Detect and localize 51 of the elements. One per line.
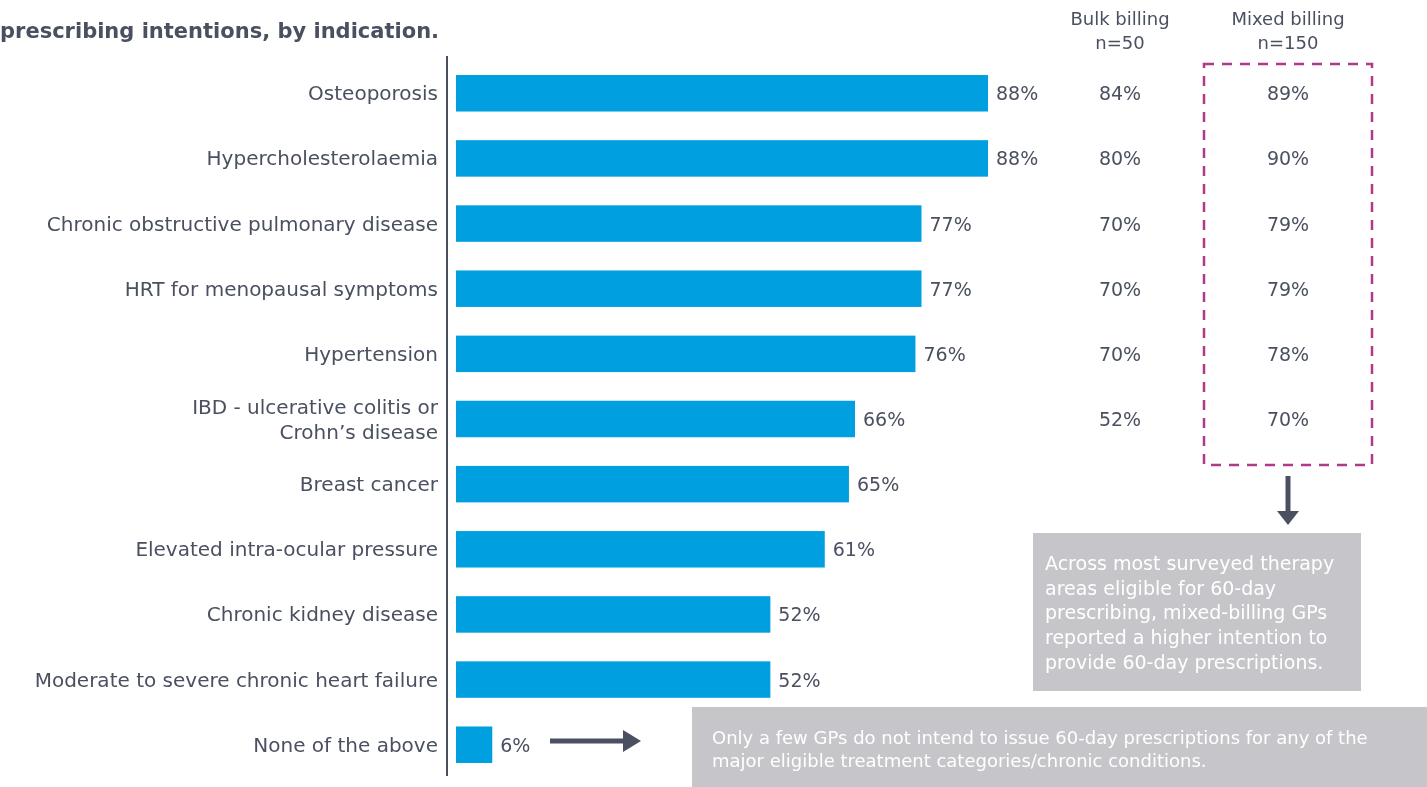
- y-tick-label: HRT for menopausal symptoms: [124, 276, 438, 301]
- text: 70%: [1098, 277, 1142, 300]
- y-tick-label: IBD - ulcerative colitis or Crohn’s disease: [192, 394, 439, 444]
- bar: [456, 596, 771, 633]
- note-box: Only a few GPs do not intend to issue 60-day prescriptions for any of the major eligible treatment categories/chronic conditions.: [692, 707, 1427, 787]
- text: Mixed billing n=150: [1231, 8, 1345, 53]
- annotation: Only a few GPs do not intend to issue 60-day prescriptions for any of the major eligible treatment categories/chronic conditions.: [712, 727, 1368, 772]
- text: 70%: [1098, 342, 1142, 365]
- text: Bulk billing n=50: [1070, 8, 1170, 53]
- y-tick-label: Moderate to severe chronic heart failure: [34, 667, 438, 692]
- bar: [456, 75, 988, 112]
- data-label: 66%: [863, 408, 906, 430]
- data-label: 6%: [500, 733, 531, 756]
- bar: [456, 270, 922, 307]
- bar: [456, 400, 855, 438]
- text: 78%: [1266, 342, 1310, 365]
- text: 79%: [1266, 212, 1310, 235]
- y-tick-label: None of the above: [253, 732, 438, 757]
- text: 84%: [1098, 82, 1142, 105]
- data-label: 77%: [929, 212, 972, 235]
- text: 80%: [1098, 147, 1142, 170]
- data-label: 88%: [996, 147, 1039, 170]
- data-label: 65%: [856, 473, 900, 496]
- y-tick-label: Hypercholesterolaemia: [206, 146, 438, 171]
- data-label: 52%: [778, 603, 821, 626]
- y-tick-label: Chronic kidney disease: [206, 602, 438, 627]
- y-tick-label: Elevated intra-ocular pressure: [135, 537, 438, 562]
- y-tick-label: Osteoporosis: [308, 81, 438, 106]
- data-label: 61%: [832, 538, 876, 561]
- bar: [456, 531, 825, 568]
- bar: [456, 726, 493, 763]
- text: 90%: [1266, 147, 1310, 170]
- bar: [456, 205, 922, 242]
- y-tick-label: Breast cancer: [299, 472, 439, 497]
- text: 70%: [1266, 408, 1310, 430]
- data-label: 52%: [778, 668, 821, 691]
- text: 79%: [1266, 277, 1310, 300]
- data-label: 88%: [996, 82, 1039, 105]
- y-tick-label: Hypertension: [304, 341, 438, 366]
- text: prescribing intentions, by indication.: [0, 19, 440, 43]
- data-label: 77%: [929, 277, 972, 300]
- y-tick-label: Chronic obstructive pulmonary disease: [46, 211, 438, 236]
- text: 52%: [1098, 408, 1142, 430]
- bar: [456, 335, 916, 373]
- text: 70%: [1098, 212, 1142, 235]
- bar: [456, 465, 849, 503]
- bar: [456, 661, 771, 698]
- data-label: 76%: [923, 342, 966, 365]
- note-box: Across most surveyed therapy areas eligible for 60-day prescribing, mixed-billing GPs reported a higher intention to provide 60-day prescriptions.: [1033, 533, 1361, 691]
- bar: [456, 140, 988, 177]
- text: 89%: [1266, 82, 1310, 105]
